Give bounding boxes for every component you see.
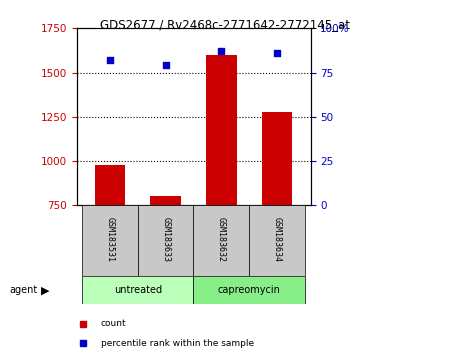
Point [106,57,113,63]
Text: percentile rank within the sample: percentile rank within the sample [101,339,254,348]
Text: GSM183632: GSM183632 [217,217,226,262]
Text: capreomycin: capreomycin [218,285,281,295]
Text: GSM183634: GSM183634 [273,217,282,262]
Text: untreated: untreated [114,285,162,295]
FancyBboxPatch shape [82,205,138,276]
Point [218,48,225,54]
FancyBboxPatch shape [194,205,249,276]
FancyBboxPatch shape [138,205,194,276]
Bar [150,196,181,205]
Bar [262,113,292,205]
Text: ▶: ▶ [41,285,49,295]
Text: GSM183633: GSM183633 [161,217,170,262]
Point [274,50,281,56]
FancyBboxPatch shape [194,276,305,304]
FancyBboxPatch shape [82,276,194,304]
Bar [94,166,125,205]
Bar [206,55,237,205]
Text: agent: agent [9,285,37,295]
Point [162,63,169,68]
Text: GDS2677 / Rv2468c-2771642-2772145_at: GDS2677 / Rv2468c-2771642-2772145_at [100,18,350,31]
Text: GSM183531: GSM183531 [105,217,114,262]
FancyBboxPatch shape [249,205,305,276]
Text: count: count [101,319,126,329]
